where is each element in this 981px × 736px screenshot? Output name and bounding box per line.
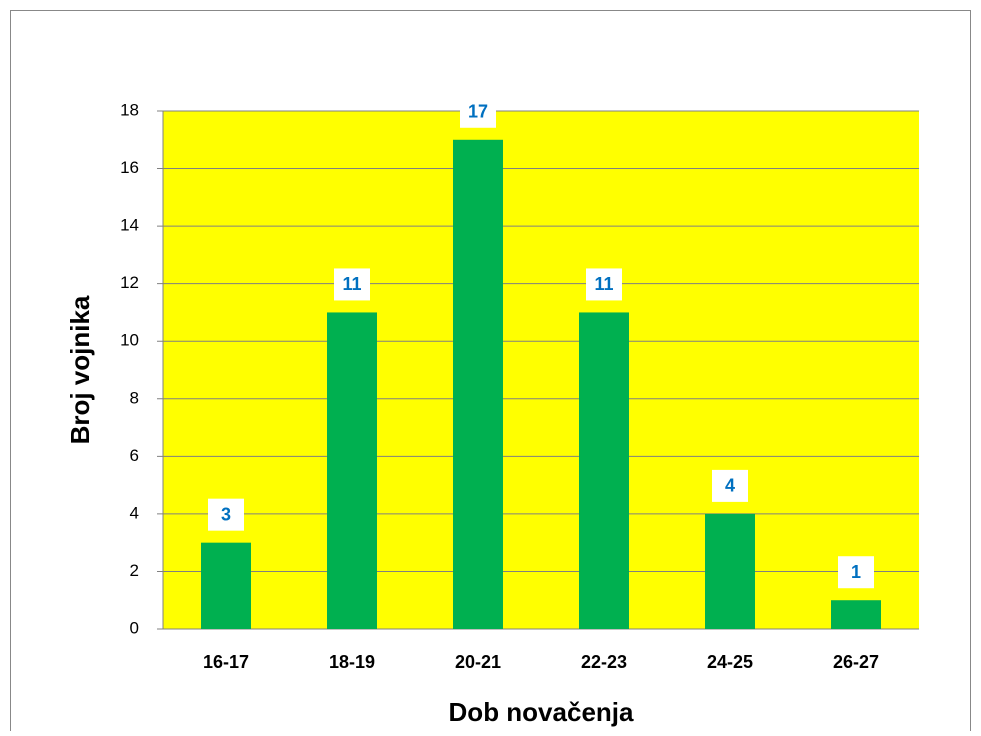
data-label: 11 [342,274,361,294]
bar [327,312,377,629]
data-label-box [460,95,496,128]
data-label-box [208,498,244,531]
y-tick-label: 4 [130,503,139,522]
data-label-box [586,268,622,301]
y-tick-label: 12 [120,273,139,292]
data-label-box [712,469,748,502]
bar [579,312,629,629]
x-tick-label: 22-23 [581,652,627,672]
plot-area [163,111,919,629]
x-tick-label: 24-25 [707,652,753,672]
x-tick-label: 20-21 [455,652,501,672]
bar [831,600,881,629]
data-label-box [838,556,874,589]
data-label: 1 [851,562,861,582]
y-tick-label: 16 [120,158,139,177]
x-tick-label: 26-27 [833,652,879,672]
data-label-box [334,268,370,301]
bar [201,542,251,629]
bar [705,513,755,629]
y-tick-label: 0 [130,618,139,637]
y-axis-title: Broj vojnika [65,295,95,444]
y-tick-label: 6 [130,446,139,465]
y-tick-label: 2 [130,561,139,580]
data-label: 3 [221,504,231,524]
y-tick-label: 14 [120,216,139,235]
data-label: 17 [468,102,488,122]
bar [453,139,503,629]
x-tick-label: 16-17 [203,652,249,672]
x-axis-title: Dob novačenja [449,697,634,727]
y-tick-label: 18 [120,100,139,119]
data-label: 11 [594,274,613,294]
x-tick-label: 18-19 [329,652,375,672]
data-label: 4 [725,476,735,496]
y-tick-label: 10 [120,331,139,350]
y-tick-label: 8 [130,388,139,407]
